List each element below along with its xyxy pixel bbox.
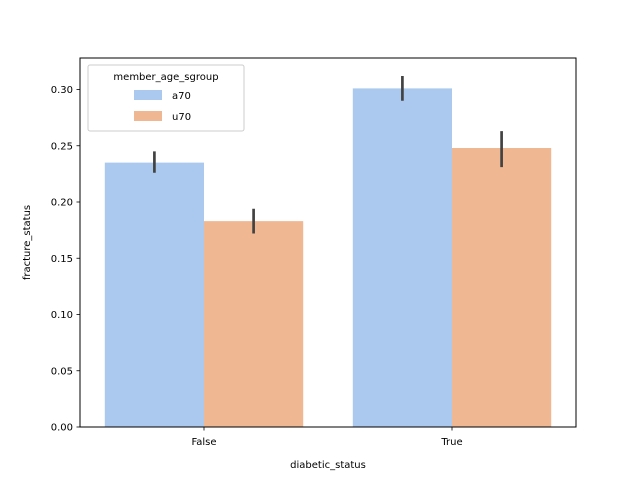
y-tick-label: 0.15	[51, 254, 73, 265]
legend-label-u70: u70	[172, 112, 191, 123]
x-tick-label: True	[440, 437, 462, 448]
x-tick-label: False	[191, 437, 216, 448]
y-tick-label: 0.25	[51, 141, 73, 152]
bars-layer	[104, 88, 552, 427]
bar-a70-False	[104, 162, 204, 427]
y-tick-label: 0.20	[51, 198, 73, 209]
y-tick-label: 0.10	[51, 310, 73, 321]
y-axis-label: fracture_status	[22, 205, 33, 280]
legend-swatch-a70	[134, 90, 162, 100]
bar-a70-True	[352, 88, 452, 427]
x-axis-ticks: False True	[191, 427, 463, 448]
legend: member_age_sgroup a70 u70	[87, 64, 245, 132]
y-tick-label: 0.05	[51, 366, 73, 377]
bar-u70-True	[452, 148, 552, 427]
legend-label-a70: a70	[172, 91, 191, 102]
error-bars-layer	[153, 76, 503, 234]
y-axis-ticks: 0.00 0.05 0.10 0.15 0.20 0.25 0.30	[51, 85, 80, 434]
x-axis-label: diabetic_status	[290, 460, 366, 471]
y-tick-label: 0.30	[51, 85, 73, 96]
legend-swatch-u70	[134, 111, 162, 121]
legend-title: member_age_sgroup	[113, 72, 218, 83]
y-tick-label: 0.00	[51, 423, 73, 434]
legend-entries: a70 u70	[134, 90, 191, 123]
plot-frame	[79, 57, 577, 428]
legend-box	[87, 64, 245, 132]
bar-u70-False	[204, 221, 304, 427]
